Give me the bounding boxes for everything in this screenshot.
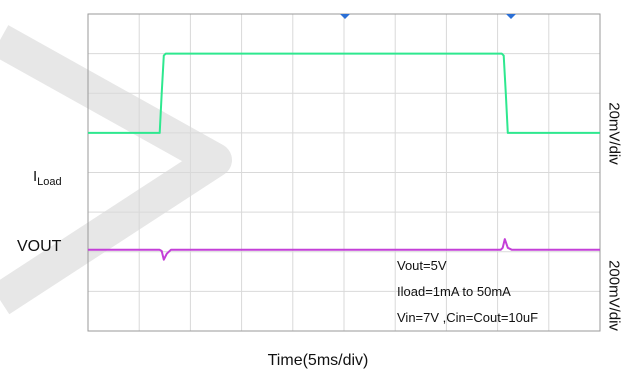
iload-label-sub: Load [37,176,62,188]
annotation-iload: Iload=1mA to 50mA [397,284,511,299]
series-layer [88,52,600,261]
watermark-shape [0,25,232,315]
annotation-vin: Vin=7V ,Cin=Cout=10uF [397,310,539,325]
annotation-vout: Vout=5V [397,258,447,273]
series-line-vout [88,238,600,261]
vout-label: VOUT [17,238,62,255]
iload-scale-label: 20mV/div [605,102,623,165]
trigger-marker-right [506,14,516,19]
x-axis-label: Time(5ms/div) [267,352,369,369]
iload-label: ILoad [33,168,62,188]
grid [88,14,600,331]
trigger-marker-left [340,14,350,19]
series-line-iload [88,52,600,134]
iload-label-main: I [33,168,38,185]
vout-scale-label: 200mV/div [605,260,623,331]
